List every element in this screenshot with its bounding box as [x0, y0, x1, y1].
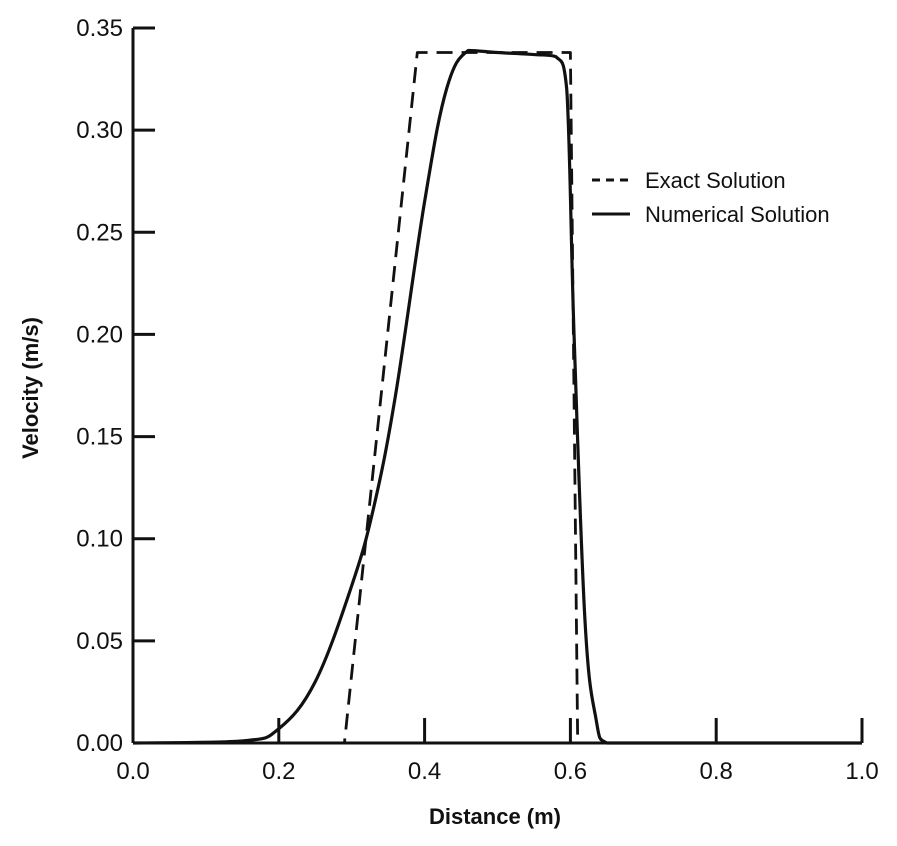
y-tick-label: 0.00	[76, 730, 123, 757]
x-tick-label: 0.0	[116, 758, 149, 785]
y-axis-ticks: 0.00 0.05 0.10 0.15 0.20 0.25 0.30 0.35	[76, 15, 155, 757]
y-tick-label: 0.05	[76, 628, 123, 655]
series-line-exact-solution	[133, 51, 862, 745]
y-axis-label: Velocity (m/s)	[18, 317, 43, 459]
x-tick-label: 0.2	[262, 758, 295, 785]
legend: Exact Solution Numerical Solution	[592, 168, 830, 227]
x-axis-label: Distance (m)	[429, 804, 561, 829]
x-tick-label: 0.8	[700, 758, 733, 785]
y-tick-label: 0.20	[76, 321, 123, 348]
legend-label-exact: Exact Solution	[645, 168, 786, 193]
series-layer	[132, 48, 862, 745]
x-tick-label: 0.6	[554, 758, 587, 785]
y-tick-label: 0.15	[76, 424, 123, 451]
legend-label-numerical: Numerical Solution	[645, 202, 830, 227]
axes	[131, 28, 862, 745]
x-tick-label: 0.4	[408, 758, 441, 785]
series-line-numerical-solution	[132, 48, 862, 745]
y-tick-label: 0.10	[76, 526, 123, 553]
x-tick-label: 1.0	[845, 758, 878, 785]
y-tick-label: 0.35	[76, 15, 123, 42]
y-tick-label: 0.25	[76, 219, 123, 246]
x-axis-ticks: 0.0 0.2 0.4 0.6 0.8 1.0	[116, 718, 879, 785]
y-tick-label: 0.30	[76, 117, 123, 144]
